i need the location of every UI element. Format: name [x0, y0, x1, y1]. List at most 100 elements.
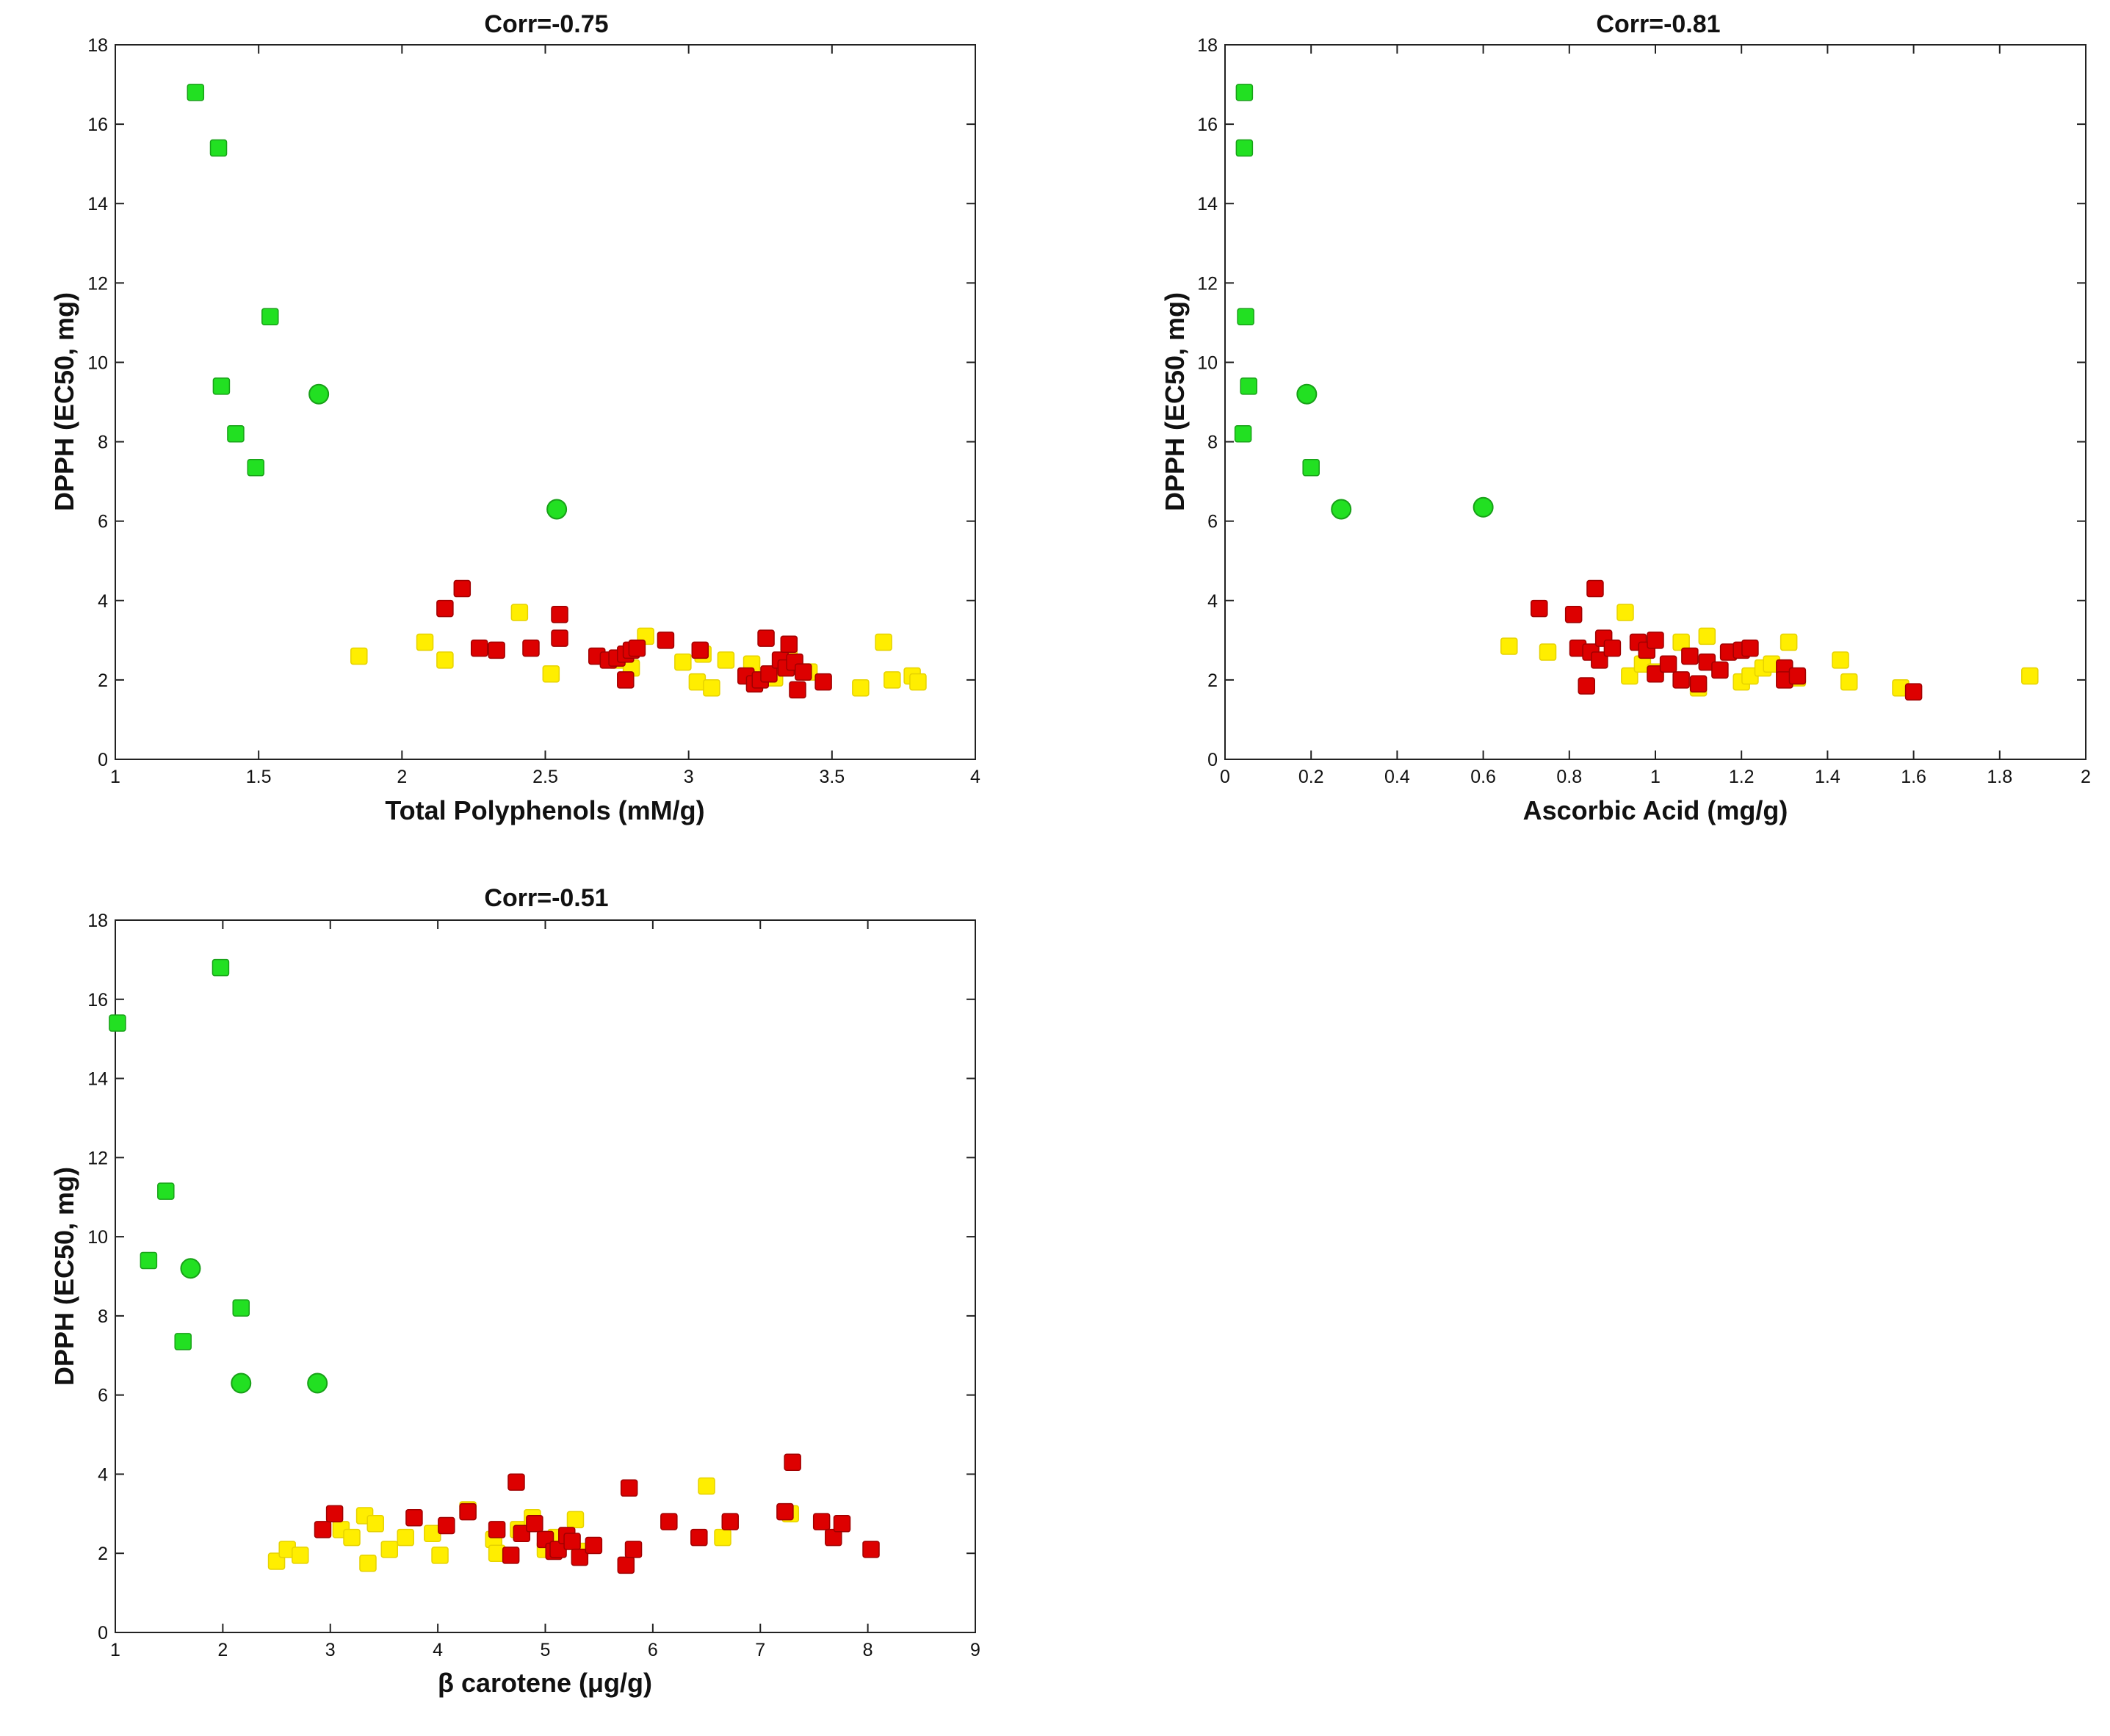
- data-point-red-square: [551, 605, 568, 623]
- x-axis-label: Total Polyphenols (mM/g): [385, 795, 704, 825]
- y-tick-label: 0: [98, 1623, 108, 1643]
- x-axis-ticks: 0 0.2 0.4 0.6 0.8 1 1.2 1.4 1.6 1.8 2: [1220, 45, 2091, 787]
- y-tick-label: 12: [87, 273, 108, 294]
- x-tick-label: 0.8: [1556, 767, 1582, 787]
- data-point-green-square: [1234, 424, 1252, 443]
- data-point-red-square: [459, 1502, 477, 1521]
- y-tick-label: 12: [1197, 273, 1218, 294]
- data-point-green-square: [1302, 458, 1320, 477]
- chart-panel-polyphenols: Corr=-0.75 0 2 4 6 8 10 12 14 16 18 1 1.5 2 2.5 3 3.5 4…: [49, 10, 980, 825]
- data-point-green-circle: [231, 1372, 252, 1394]
- x-axis-ticks: 1 2 3 4 5 6 7 8 9: [110, 920, 980, 1660]
- data-point-green-circle: [1331, 499, 1352, 520]
- x-tick-label: 4: [433, 1640, 443, 1660]
- data-point-yellow-square: [674, 653, 692, 671]
- data-point-yellow-square: [380, 1541, 399, 1558]
- data-point-yellow-square: [343, 1528, 361, 1547]
- y-tick-label: 2: [1207, 670, 1218, 691]
- y-tick-label: 16: [1197, 115, 1218, 135]
- data-point-red-square: [760, 665, 778, 683]
- data-point-red-square: [1647, 632, 1664, 649]
- data-point-green-square: [227, 424, 245, 443]
- data-point-red-square: [657, 632, 675, 649]
- data-point-red-square: [624, 1541, 643, 1558]
- data-point-red-square: [814, 673, 832, 691]
- y-tick-label: 6: [1207, 512, 1218, 532]
- y-tick-label: 8: [98, 1306, 108, 1327]
- data-point-green-square: [209, 139, 228, 157]
- data-point-red-square: [812, 1513, 831, 1530]
- data-point-red-square: [551, 629, 568, 647]
- data-point-yellow-square: [542, 665, 560, 683]
- data-point-red-square: [571, 1548, 589, 1566]
- x-tick-label: 7: [755, 1640, 765, 1660]
- data-point-red-square: [502, 1547, 520, 1564]
- y-tick-label: 10: [87, 352, 108, 373]
- y-tick-label: 8: [98, 433, 108, 453]
- data-point-green-square: [232, 1299, 250, 1317]
- chart-title: Corr=-0.75: [484, 10, 608, 38]
- y-axis-label: DPPH (EC50, mg): [1160, 292, 1190, 511]
- data-point-green-square: [140, 1251, 158, 1270]
- x-tick-label: 0: [1220, 767, 1230, 787]
- data-point-green-square: [1235, 84, 1254, 101]
- data-point-green-square: [1240, 377, 1257, 395]
- data-point-green-square: [109, 1014, 126, 1032]
- data-point-red-square: [1659, 655, 1677, 673]
- data-point-red-square: [1672, 671, 1690, 689]
- data-point-yellow-square: [703, 679, 720, 697]
- data-point-yellow-square: [698, 1477, 715, 1495]
- data-point-yellow-square: [714, 1528, 731, 1547]
- data-point-red-square: [563, 1533, 581, 1550]
- data-point-red-square: [1531, 599, 1548, 618]
- data-point-yellow-square: [416, 633, 434, 651]
- data-point-red-square: [690, 1528, 708, 1547]
- x-tick-label: 1.5: [246, 767, 272, 787]
- x-tick-label: 1.4: [1815, 767, 1840, 787]
- data-point-green-circle: [546, 499, 568, 520]
- data-point-yellow-square: [1616, 604, 1634, 621]
- x-tick-label: 4: [970, 767, 980, 787]
- data-point-red-square: [325, 1505, 344, 1523]
- data-point-yellow-square: [292, 1547, 309, 1564]
- x-tick-label: 2: [397, 767, 407, 787]
- data-point-red-square: [1904, 683, 1923, 701]
- data-point-red-square: [405, 1508, 423, 1527]
- data-point-green-circle: [308, 383, 330, 405]
- y-tick-label: 4: [98, 591, 108, 612]
- data-point-green-circle: [1473, 496, 1494, 518]
- data-point-red-square: [1681, 647, 1699, 665]
- data-points: [1234, 84, 2039, 701]
- data-point-yellow-square: [1840, 673, 1858, 691]
- x-axis-label: β carotene (μg/g): [438, 1668, 652, 1698]
- data-point-yellow-square: [1832, 651, 1849, 669]
- x-tick-label: 3: [325, 1640, 336, 1660]
- data-point-yellow-square: [1539, 643, 1557, 661]
- data-point-red-square: [1741, 639, 1759, 657]
- x-tick-label: 1: [110, 1640, 120, 1660]
- data-point-red-square: [620, 1479, 638, 1497]
- y-tick-label: 10: [1197, 352, 1218, 373]
- data-point-yellow-square: [2021, 667, 2039, 685]
- y-tick-label: 2: [98, 1544, 108, 1564]
- data-point-red-square: [833, 1515, 851, 1533]
- x-tick-label: 2: [217, 1640, 228, 1660]
- x-tick-label: 0.6: [1470, 767, 1496, 787]
- data-point-yellow-square: [875, 633, 892, 651]
- data-point-red-square: [1689, 675, 1708, 693]
- data-point-yellow-square: [359, 1554, 377, 1572]
- data-point-green-square: [187, 84, 205, 101]
- data-point-yellow-square: [1780, 633, 1798, 651]
- data-point-yellow-square: [1500, 637, 1518, 655]
- x-tick-label: 3: [684, 767, 694, 787]
- y-tick-label: 10: [87, 1227, 108, 1248]
- data-point-red-square: [470, 639, 488, 657]
- y-tick-label: 18: [87, 911, 108, 931]
- x-tick-label: 0.4: [1384, 767, 1410, 787]
- data-point-green-square: [157, 1182, 175, 1200]
- data-points: [187, 84, 927, 699]
- data-point-red-square: [789, 681, 806, 699]
